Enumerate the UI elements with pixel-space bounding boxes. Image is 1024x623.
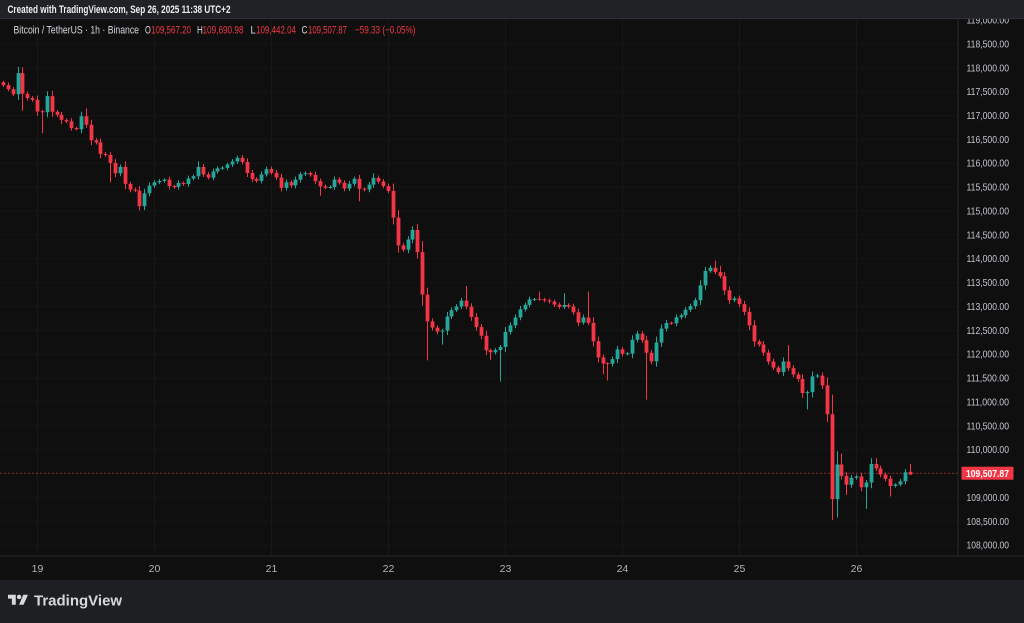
svg-text:22: 22 [383,563,395,575]
svg-text:110,000.00: 110,000.00 [967,444,1010,456]
svg-text:110,500.00: 110,500.00 [967,420,1010,432]
svg-text:C: C [302,25,308,37]
svg-text:TradingView: TradingView [34,593,122,610]
svg-text:113,000.00: 113,000.00 [967,301,1010,313]
svg-text:19: 19 [32,563,44,575]
svg-text:114,000.00: 114,000.00 [967,253,1010,265]
svg-text:109,507.87: 109,507.87 [308,25,347,37]
svg-text:117,000.00: 117,000.00 [967,110,1010,122]
svg-text:109,567.20: 109,567.20 [151,25,191,37]
svg-text:111,500.00: 111,500.00 [967,373,1010,385]
svg-text:25: 25 [734,563,746,575]
svg-text:108,000.00: 108,000.00 [967,540,1010,552]
svg-text:Created with TradingView.com,: Created with TradingView.com, Sep 26, 20… [8,4,231,16]
svg-text:115,000.00: 115,000.00 [967,206,1010,218]
svg-text:118,500.00: 118,500.00 [967,38,1010,50]
svg-text:114,500.00: 114,500.00 [967,229,1010,241]
svg-text:115,500.00: 115,500.00 [967,182,1010,194]
svg-text:−59.33 (−0.05%): −59.33 (−0.05%) [355,25,416,37]
svg-text:108,500.00: 108,500.00 [967,516,1010,528]
svg-text:Bitcoin / TetherUS · 1h · Bina: Bitcoin / TetherUS · 1h · Binance [14,25,140,37]
svg-text:23: 23 [500,563,512,575]
svg-text:109,000.00: 109,000.00 [967,492,1010,504]
svg-text:113,500.00: 113,500.00 [967,277,1010,289]
svg-text:111,000.00: 111,000.00 [967,396,1010,408]
svg-text:O: O [145,25,151,37]
svg-text:116,500.00: 116,500.00 [967,134,1010,146]
svg-text:L: L [251,25,256,37]
svg-text:118,000.00: 118,000.00 [967,62,1010,74]
svg-text:112,000.00: 112,000.00 [967,349,1010,361]
svg-text:H: H [197,25,203,37]
svg-text:24: 24 [617,563,629,575]
svg-text:21: 21 [266,563,278,575]
svg-text:112,500.00: 112,500.00 [967,325,1010,337]
svg-text:117,500.00: 117,500.00 [967,86,1010,98]
svg-text:116,000.00: 116,000.00 [967,158,1010,170]
svg-text:109,442.04: 109,442.04 [256,25,296,37]
svg-text:20: 20 [149,563,161,575]
svg-text:26: 26 [851,563,863,575]
svg-text:109,507.87: 109,507.87 [966,468,1009,480]
svg-text:109,690.98: 109,690.98 [203,25,244,37]
